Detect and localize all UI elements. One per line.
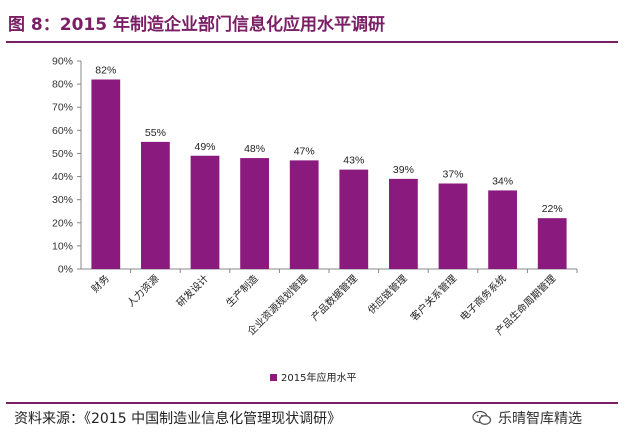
category-label: 人力资源 <box>124 272 161 309</box>
legend-swatch <box>270 374 277 381</box>
bar <box>438 183 468 269</box>
category-label: 供应链管理 <box>365 272 410 317</box>
bar <box>488 190 517 269</box>
data-label: 47% <box>294 145 315 157</box>
data-labels: 82% 55% 49% 48% 47% 43% 39% 37% 34% 22% <box>95 64 562 215</box>
y-axis-ticks: 0% 10% 20% 30% 40% 50% 60% 70% 80% 90% <box>52 56 81 276</box>
source-note: 资料来源：《2015 中国制造业信息化管理现状调研》 <box>14 411 342 427</box>
bar <box>537 218 567 269</box>
category-label: 电子商务系统 <box>457 272 509 324</box>
title-divider <box>6 41 618 43</box>
brand-watermark: 乐晴智库精选 <box>472 408 582 428</box>
legend: 2015年应用水平 <box>270 371 356 384</box>
y-tick-label: 20% <box>52 217 73 229</box>
y-tick-label: 0% <box>58 264 73 276</box>
category-label: 财务 <box>89 272 112 295</box>
bar <box>339 169 369 269</box>
y-tick-label: 30% <box>52 194 73 206</box>
y-tick-label: 70% <box>52 102 73 114</box>
bar <box>190 155 220 269</box>
y-tick-label: 40% <box>52 171 73 183</box>
brand-name: 乐晴智库精选 <box>498 411 582 427</box>
bar <box>389 178 418 269</box>
category-label: 生产制造 <box>223 272 260 309</box>
bar-chart: 0% 10% 20% 30% 40% 50% 60% 70% 80% 90% 82% 55% 49% 4… <box>52 56 578 384</box>
y-tick-label: 10% <box>52 240 73 252</box>
data-label: 43% <box>343 155 364 167</box>
category-label: 研发设计 <box>174 272 211 309</box>
bars <box>91 79 567 269</box>
wechat-icon <box>472 410 492 425</box>
category-label: 产品数据管理 <box>308 272 360 324</box>
y-tick-label: 80% <box>52 79 73 91</box>
data-label: 39% <box>393 164 414 176</box>
data-label: 34% <box>492 175 513 187</box>
legend-label: 2015年应用水平 <box>281 371 356 384</box>
bar <box>91 79 121 269</box>
data-label: 22% <box>542 203 563 215</box>
data-label: 82% <box>95 64 116 76</box>
y-tick-label: 60% <box>52 125 73 137</box>
y-tick-label: 50% <box>52 148 73 160</box>
figure-title: 图 8：2015 年制造企业部门信息化应用水平调研 <box>8 15 385 35</box>
bar <box>240 158 269 269</box>
data-label: 55% <box>145 127 166 139</box>
category-labels: 财务 人力资源 研发设计 生产制造企业资源规划管理 产品数据管理 供应链管理 客户关系管理电… <box>89 272 559 338</box>
data-label: 49% <box>194 141 215 153</box>
source-divider <box>6 402 618 404</box>
data-label: 37% <box>442 168 463 180</box>
y-tick-label: 90% <box>52 56 73 68</box>
data-label: 48% <box>244 143 265 155</box>
bar <box>141 141 170 269</box>
bar <box>289 160 319 269</box>
category-label: 客户关系管理 <box>408 272 460 324</box>
